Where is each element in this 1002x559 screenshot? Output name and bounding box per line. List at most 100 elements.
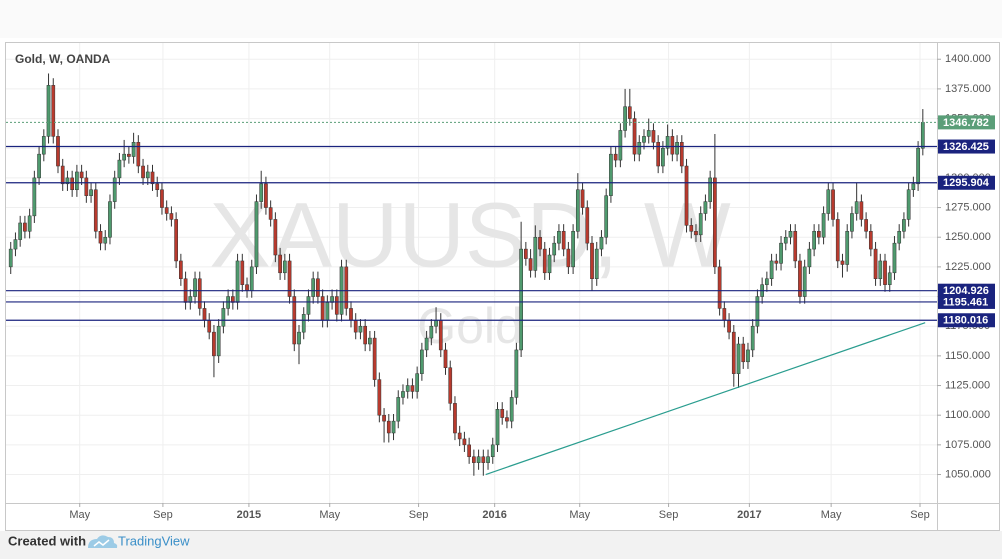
candle-body xyxy=(249,266,254,291)
candle-body xyxy=(717,266,722,309)
y-tick-label: 1225.000 xyxy=(945,261,991,273)
candle-body xyxy=(675,142,679,155)
candle-body xyxy=(112,177,117,202)
candle-body xyxy=(651,130,656,143)
candle-body xyxy=(23,222,27,232)
candle-body xyxy=(202,308,207,321)
candle-body xyxy=(703,201,708,214)
candle-body xyxy=(661,147,665,167)
plot xyxy=(6,73,937,476)
candle-body xyxy=(750,325,755,351)
candle-body xyxy=(325,302,330,321)
candle-body xyxy=(207,320,212,333)
candle-body xyxy=(897,231,902,244)
candle-body xyxy=(467,444,471,457)
candle-body xyxy=(538,236,542,250)
candle-body xyxy=(98,231,103,244)
level-label-box xyxy=(938,294,995,309)
level-label-box xyxy=(938,175,995,190)
candle-body xyxy=(580,189,585,208)
candle-body xyxy=(254,201,259,268)
candle-body xyxy=(906,189,911,220)
candle-body xyxy=(93,189,98,232)
last-price-label: 1346.782 xyxy=(943,117,989,129)
candle-body xyxy=(670,136,675,155)
candle-body xyxy=(273,219,278,256)
x-tick-label: Sep xyxy=(153,509,173,521)
x-tick-label: May xyxy=(69,509,90,521)
candle-body xyxy=(859,201,864,220)
candle-body xyxy=(519,248,523,351)
candle-body xyxy=(868,231,873,250)
candle-body xyxy=(883,260,887,285)
candle-body xyxy=(585,207,590,244)
candle-body xyxy=(174,219,178,262)
candle-body xyxy=(127,153,131,157)
candle-body xyxy=(864,219,868,232)
candle-body xyxy=(845,231,850,265)
candle-body xyxy=(812,231,816,250)
footer-brand[interactable]: TradingView xyxy=(118,533,190,548)
candle-body xyxy=(278,254,282,274)
candle-body xyxy=(916,147,920,185)
candle-body xyxy=(755,296,760,327)
x-tick-label: May xyxy=(821,509,842,521)
candle-body xyxy=(415,373,420,392)
y-tick-label: 1275.000 xyxy=(945,201,991,213)
candle-body xyxy=(689,225,694,232)
candle-body xyxy=(557,231,561,244)
level-label: 1180.016 xyxy=(943,315,988,327)
candle-body xyxy=(736,343,741,374)
candle-body xyxy=(221,308,226,327)
level-label: 1204.926 xyxy=(943,285,989,297)
x-tick-label: 2015 xyxy=(237,509,261,521)
chart-frame xyxy=(5,42,1000,531)
candle-body xyxy=(164,207,169,214)
candle-body xyxy=(528,258,533,271)
candle-body xyxy=(632,118,637,155)
candle-body xyxy=(722,308,727,321)
candle-body xyxy=(679,142,684,167)
candle-body xyxy=(698,213,703,236)
candle-body xyxy=(282,260,287,274)
watermark-symbol: XAUUSD, W xyxy=(209,184,731,286)
candle-body xyxy=(765,278,769,285)
candle-body xyxy=(817,231,821,238)
candle-body xyxy=(783,236,788,244)
candle-body xyxy=(637,142,642,155)
top-bar xyxy=(0,0,1002,38)
candle-body xyxy=(155,183,160,191)
candle-body xyxy=(486,456,490,463)
y-tick-label: 1250.000 xyxy=(945,231,991,243)
candle-body xyxy=(353,320,358,333)
candle-body xyxy=(13,239,18,250)
candle-body xyxy=(684,165,689,226)
candle-body xyxy=(457,432,462,440)
footer-created: Created with xyxy=(8,533,86,548)
candle-body xyxy=(405,385,410,392)
candle-body xyxy=(798,260,802,297)
candle-body xyxy=(216,325,221,357)
candle-body xyxy=(377,379,382,416)
candle-body xyxy=(495,409,500,446)
candle-body xyxy=(807,248,812,268)
candle-body xyxy=(41,136,46,155)
candle-body xyxy=(311,278,316,297)
candle-body xyxy=(887,272,892,285)
candle-body xyxy=(500,409,505,418)
candle-body xyxy=(122,153,126,161)
candle-body xyxy=(401,391,405,398)
candle-body xyxy=(746,349,750,363)
candle-body xyxy=(268,207,273,220)
candle-body xyxy=(382,414,386,422)
candle-body xyxy=(802,266,807,297)
candle-body xyxy=(131,142,136,157)
candle-body xyxy=(448,367,453,404)
candle-body xyxy=(136,142,141,167)
candle-body xyxy=(547,254,552,274)
candle-body xyxy=(51,85,56,137)
candle-body xyxy=(141,165,145,179)
candle-body xyxy=(438,320,443,351)
level-label-box xyxy=(938,283,995,298)
